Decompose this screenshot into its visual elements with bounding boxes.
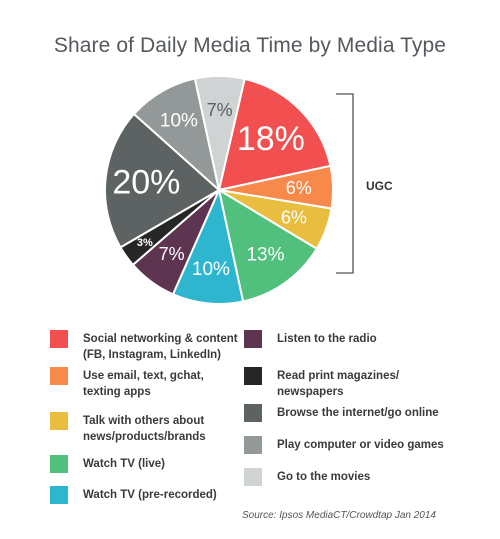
legend-swatch: [50, 367, 68, 385]
slice-value-label: 7%: [207, 100, 233, 120]
slice-value-label: 6%: [286, 178, 312, 198]
legend-item: Read print magazines/ newspapers: [244, 367, 400, 400]
legend-label: Talk with others about news/products/bra…: [83, 415, 206, 443]
ugc-bracket: [336, 93, 354, 274]
slice-value-label: 10%: [192, 259, 230, 280]
legend-label: Listen to the radio: [277, 333, 377, 345]
legend-swatch: [50, 486, 68, 504]
pie-slice: [217, 187, 319, 303]
legend-item: Social networking & content (FB, Instagr…: [50, 330, 238, 363]
slice-value-label: 20%: [112, 164, 180, 202]
legend-swatch: [50, 412, 68, 430]
legend-label: Social networking & content (FB, Instagr…: [83, 333, 238, 361]
legend-label: Play computer or video games: [277, 439, 444, 451]
pie-slice: [217, 77, 332, 192]
pie-slice: [193, 75, 246, 191]
legend-label: Go to the movies: [277, 471, 371, 483]
slice-value-label: 13%: [246, 244, 284, 265]
slice-value-label: 10%: [160, 111, 198, 132]
legend-swatch: [244, 436, 262, 454]
slice-value-label: 6%: [281, 208, 307, 228]
legend-label: Browse the internet/go online: [277, 407, 439, 419]
legend-swatch: [244, 404, 262, 422]
legend-label: Watch TV (live): [83, 458, 165, 470]
legend-item: Browse the internet/go online: [244, 404, 439, 422]
legend-item: Use email, text, gchat, texting apps: [50, 367, 204, 400]
legend-swatch: [50, 330, 68, 348]
pie-slice: [132, 77, 221, 193]
legend-swatch: [244, 330, 262, 348]
legend-item: Watch TV (pre-recorded): [50, 486, 217, 504]
legend-swatch: [50, 455, 68, 473]
chart-title: Share of Daily Media Time by Media Type: [53, 34, 447, 57]
legend-label: Use email, text, gchat, texting apps: [83, 370, 204, 398]
legend-item: Go to the movies: [244, 468, 371, 486]
legend-item: Talk with others about news/products/bra…: [50, 412, 206, 445]
legend-label: Read print magazines/ newspapers: [277, 370, 400, 398]
legend-item: Watch TV (live): [50, 455, 165, 473]
legend-item: Play computer or video games: [244, 436, 444, 454]
slice-value-label: 18%: [237, 120, 305, 158]
pie-slice: [171, 186, 245, 306]
legend-swatch: [244, 367, 262, 385]
slice-value-label: 7%: [159, 244, 185, 264]
pie-chart: 18% 6% 6% 13% 10% 7% 3% 20% 10% 7%: [104, 75, 354, 306]
ugc-bracket-label: UGC: [366, 179, 393, 193]
source-note: Source: Ipsos MediaCT/Crowdtap Jan 2014: [242, 510, 436, 521]
legend-label: Watch TV (pre-recorded): [83, 489, 217, 501]
legend-swatch: [244, 468, 262, 486]
pie-slice: [104, 112, 221, 249]
slice-value-label: 3%: [137, 237, 153, 249]
legend-item: Listen to the radio: [244, 330, 377, 348]
